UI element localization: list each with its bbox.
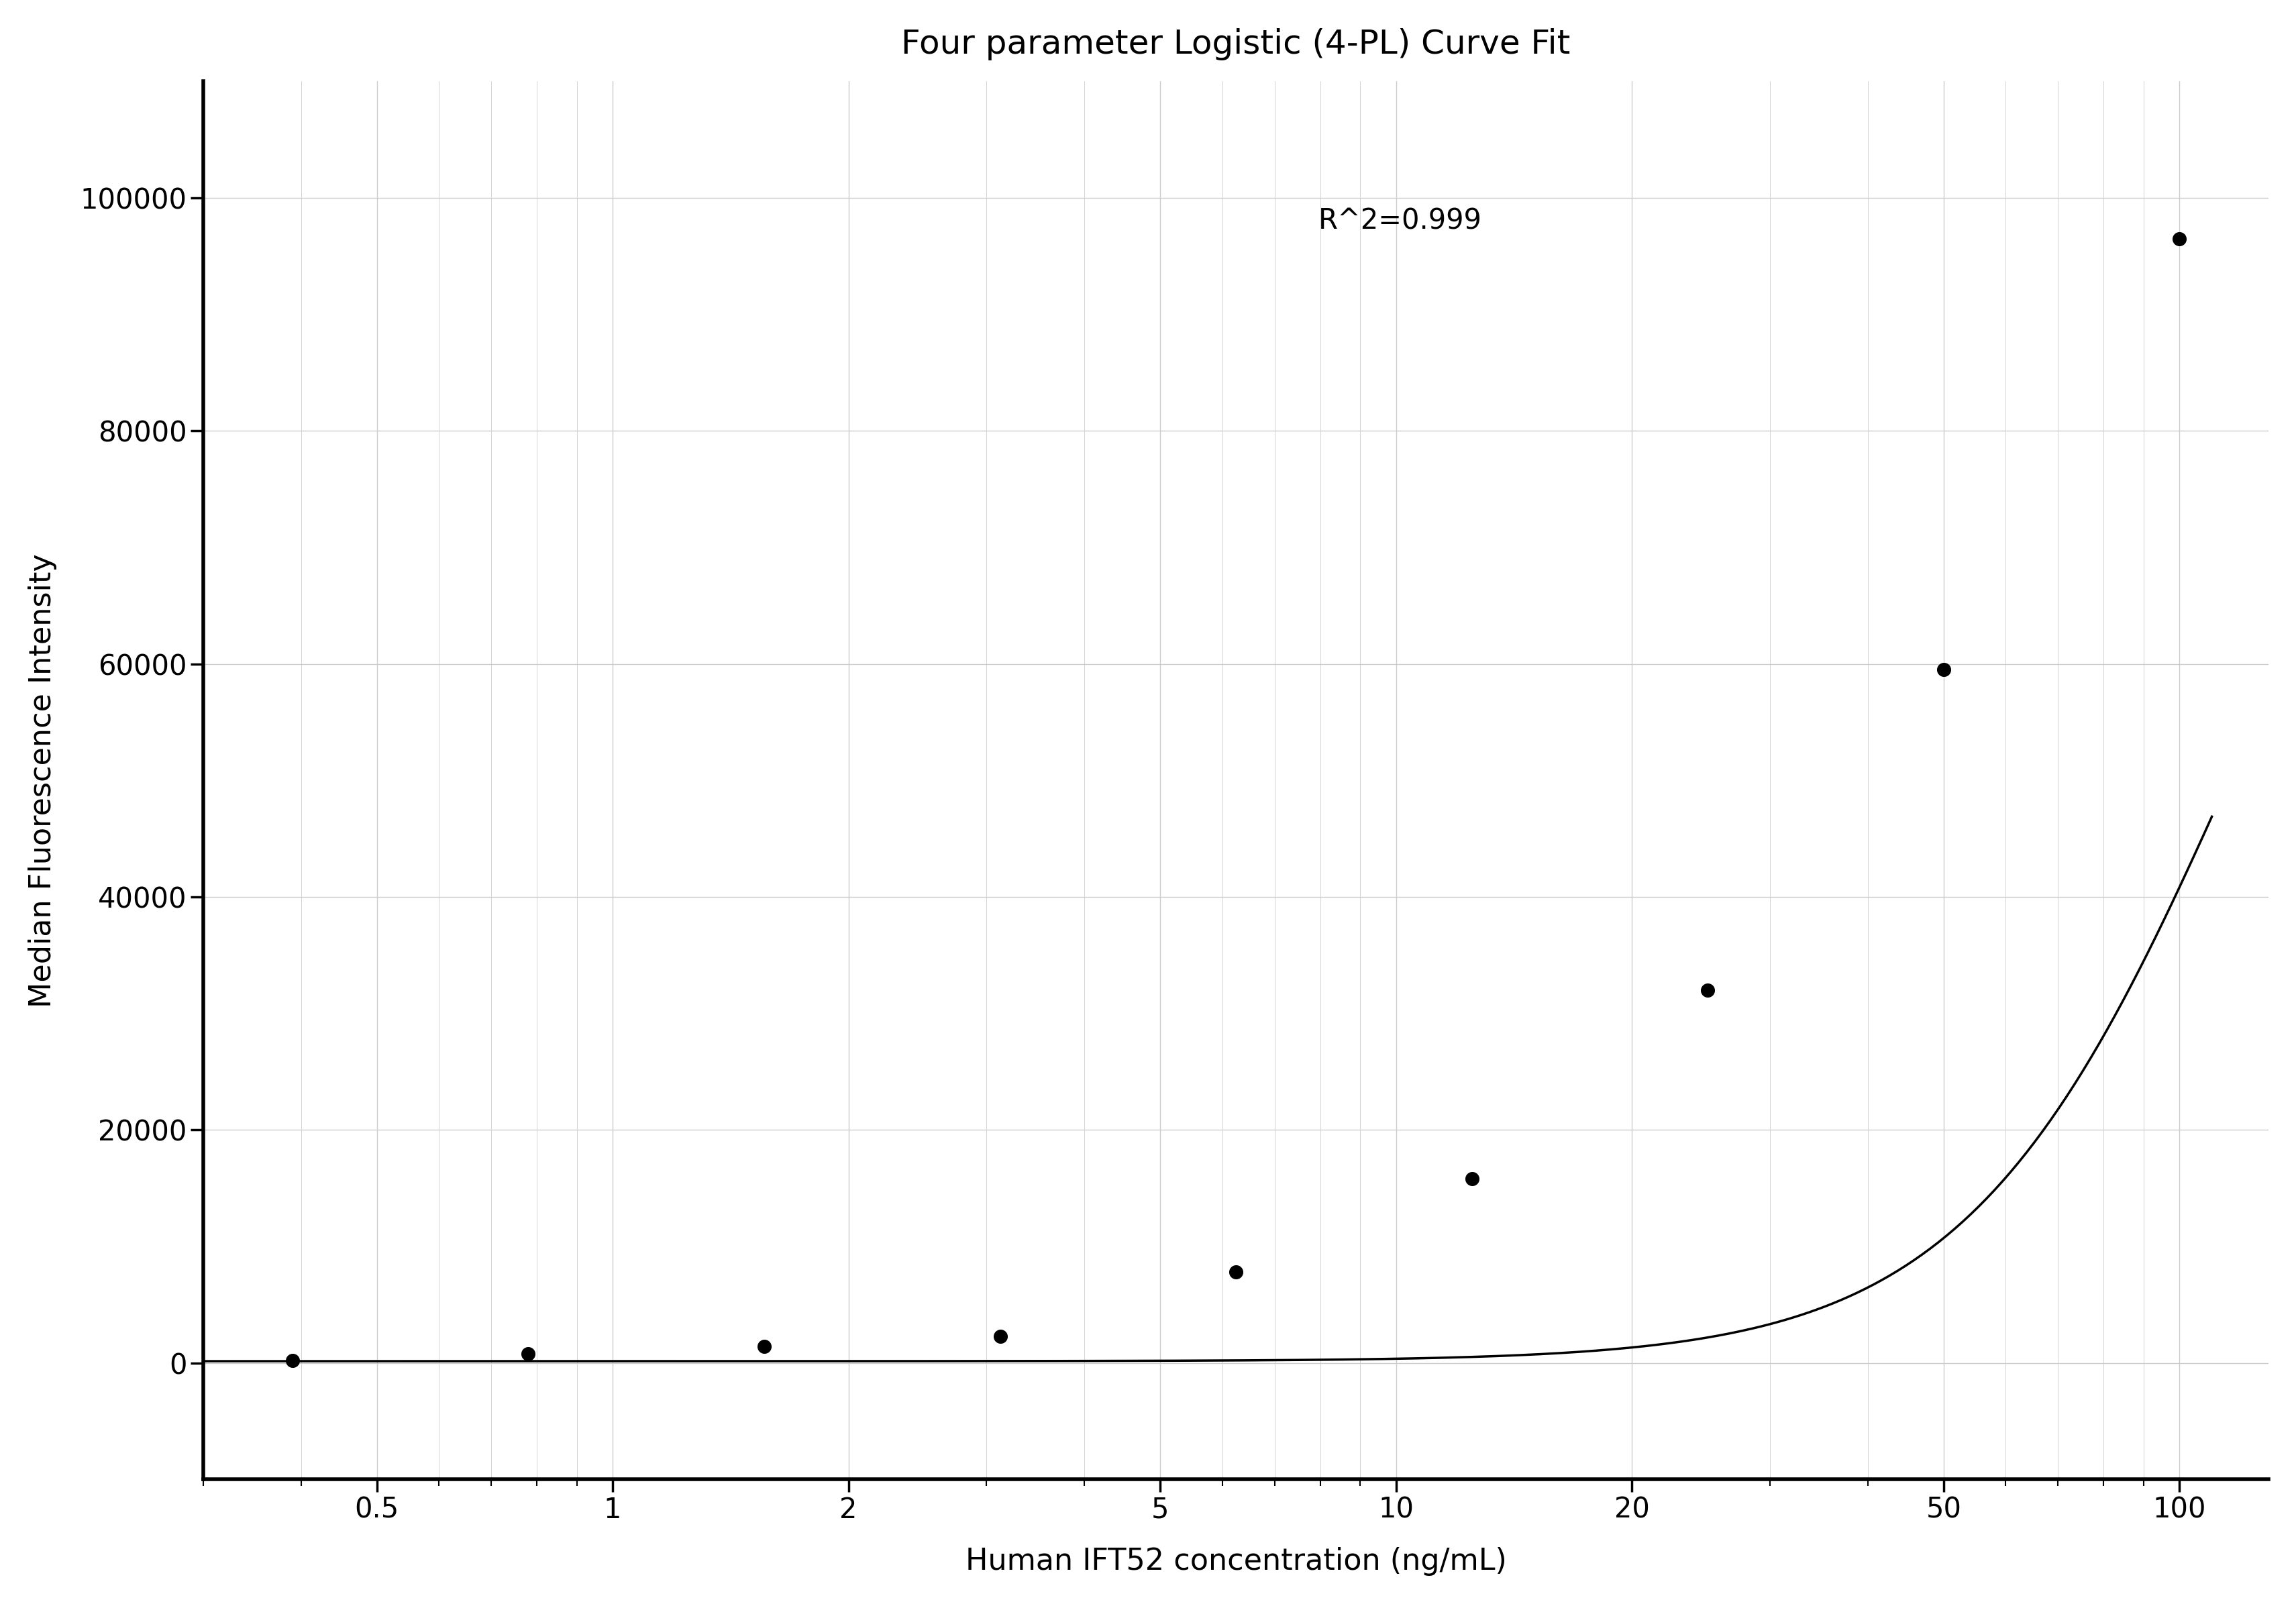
Point — [983, 1323, 1019, 1349]
Point — [510, 1341, 546, 1367]
Title: Four parameter Logistic (4-PL) Curve Fit: Four parameter Logistic (4-PL) Curve Fit — [900, 27, 1570, 61]
Point — [1924, 658, 1961, 683]
Text: R^2=0.999: R^2=0.999 — [1318, 207, 1481, 236]
Point — [1217, 1259, 1254, 1285]
Point — [1690, 977, 1727, 1002]
X-axis label: Human IFT52 concentration (ng/mL): Human IFT52 concentration (ng/mL) — [964, 1548, 1506, 1577]
Point — [1453, 1166, 1490, 1192]
Y-axis label: Median Fluorescence Intensity: Median Fluorescence Intensity — [28, 553, 57, 1007]
Point — [273, 1347, 310, 1373]
Point — [2161, 226, 2197, 252]
Point — [746, 1335, 783, 1360]
